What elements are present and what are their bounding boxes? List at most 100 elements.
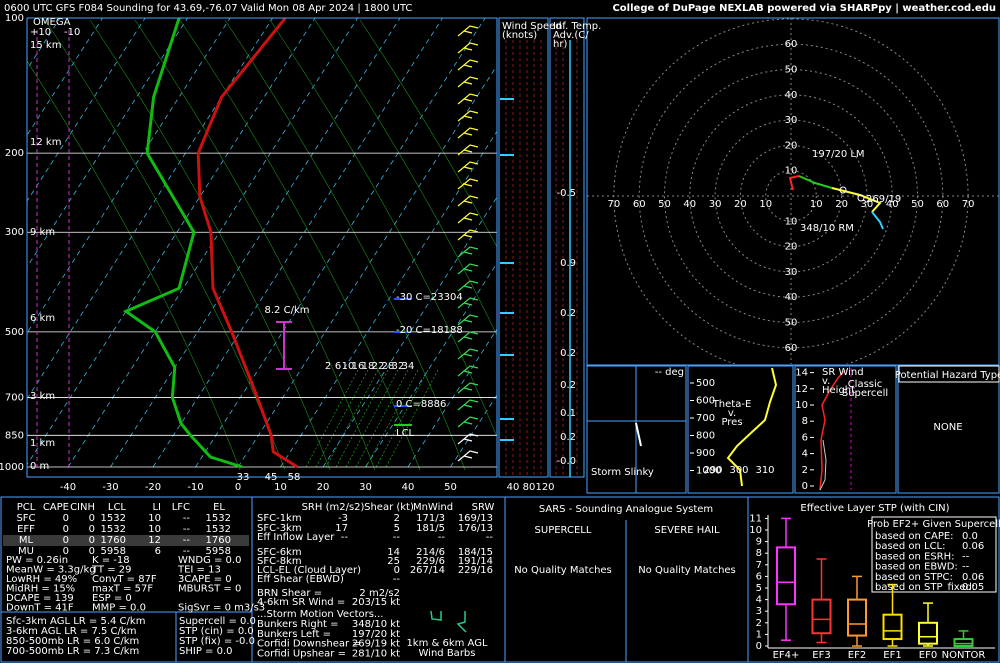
- stp-category: EF0: [919, 650, 937, 661]
- lapse-bracket: [276, 321, 292, 370]
- stp-tick-label: 6: [756, 571, 762, 582]
- sr-wind-curve-2: [819, 439, 827, 491]
- prob-label: based on STPC:: [875, 572, 953, 583]
- index: DownT = 41F: [6, 603, 74, 614]
- kin-cell: 214/6: [416, 547, 445, 558]
- adv-value: 0.2: [560, 380, 576, 391]
- pressure-label: 700: [5, 392, 24, 403]
- motion-value: 348/10 kt: [352, 619, 400, 630]
- parcel-cell: 1532: [206, 513, 231, 524]
- page-title: 0600 UTC GFS F084 Sounding for 43.69,-76…: [4, 3, 412, 14]
- sr-wind-title: SR Wind: [822, 367, 864, 378]
- theta-e-pressure: 900: [696, 448, 715, 459]
- theta-e-pressure: 1000: [696, 466, 721, 477]
- parcel-header: LFC: [172, 502, 190, 513]
- kin-cell: 14: [387, 547, 400, 558]
- stp-tick-label: 10: [749, 525, 762, 536]
- composite: Supercell = 0.0: [179, 616, 256, 627]
- prob-title: Prob EF2+ Given Supercell: [867, 519, 1000, 530]
- prob-value: 0.06: [962, 572, 984, 583]
- wind-barb: [457, 246, 479, 258]
- index: MeanW = 3.3g/kg: [6, 565, 96, 576]
- hodo-ring-label: 40: [785, 292, 798, 303]
- motion-value: 281/10 kt: [352, 648, 400, 659]
- index: MMP = 0.0: [92, 603, 146, 614]
- sr-height-label: 4: [802, 449, 808, 460]
- adv-title: Adv.(C/: [553, 30, 589, 41]
- hodograph: [587, 18, 999, 364]
- hodo-ring: [638, 43, 944, 349]
- hodo-ring-label: 40: [785, 90, 798, 101]
- temp-label: -40: [60, 482, 76, 493]
- wind-barb: [457, 195, 479, 207]
- sr-height-label: 0: [802, 481, 808, 492]
- barb-note: Wind Barbs: [419, 648, 476, 659]
- temp-label: 40: [402, 482, 415, 493]
- wind-barb: [457, 382, 479, 394]
- mixing-ratio-label: 22: [372, 361, 385, 372]
- stp-tick-label: 2: [756, 618, 762, 629]
- kin-extra-value: 2 m2/s2: [359, 588, 400, 599]
- stp-tick-label: 9: [756, 537, 762, 548]
- mixing-ratio-label: 32: [392, 361, 405, 372]
- kin-label: SFC-8km: [257, 556, 302, 567]
- parcel-header: PCL: [17, 502, 36, 513]
- pressure-label: 1000: [0, 462, 24, 473]
- sr-note: Supercell: [842, 388, 888, 399]
- adv-value: -0.5: [556, 188, 576, 199]
- dry-adiabat: [314, 19, 497, 337]
- kin-cell: 229/6: [416, 556, 445, 567]
- stp-category: EF3: [812, 650, 830, 661]
- isotherm: [110, 18, 401, 468]
- temp-label: 20: [317, 482, 330, 493]
- hodo-lm: 197/20 LM: [812, 149, 865, 160]
- adv-value: -0.0: [556, 456, 576, 467]
- hodo-rm: 348/10 RM: [800, 223, 854, 234]
- prob-value: 0.05: [962, 582, 984, 593]
- mixing-ratio-label: 28: [382, 361, 395, 372]
- theta-e-pressure: 500: [696, 378, 715, 389]
- kin-extra: BRN Shear =: [257, 588, 322, 599]
- isotherm: [67, 18, 358, 468]
- hodo-ring-label: 70: [962, 199, 975, 210]
- kin-cell: 171/3: [416, 513, 445, 524]
- credit: College of DuPage NEXLAB powered via SHA…: [612, 3, 996, 14]
- theta-e-curve: [726, 367, 778, 487]
- parcel-cell: 1760: [206, 535, 231, 546]
- kin-label: Eff Shear (EBWD): [257, 574, 344, 585]
- mixing-ratio-label: 2: [325, 361, 331, 372]
- slinky-title: Storm Slinky: [591, 467, 654, 478]
- kin-cell: 25: [387, 556, 400, 567]
- isotherm: [27, 18, 146, 202]
- wind-barb: [457, 450, 479, 462]
- motion-label: Bunkers Right =: [257, 619, 339, 630]
- dry-adiabat: [179, 19, 421, 471]
- index: 3CAPE = 0: [178, 574, 232, 585]
- wind-barb: [457, 314, 479, 326]
- hodo-ring-label: 70: [608, 199, 621, 210]
- hodo-ring-label: 20: [785, 140, 798, 151]
- parcel-header: LI: [152, 502, 161, 513]
- stp-box: [918, 621, 938, 645]
- kin-cell: --: [341, 532, 349, 543]
- level-markers: [394, 298, 412, 407]
- kin-cell: --: [438, 532, 446, 543]
- height-label: 6 km: [30, 313, 55, 324]
- slinky-axes: [587, 366, 686, 493]
- adv-value: 0.9: [560, 258, 576, 269]
- hodo-ring-label: 50: [785, 318, 798, 329]
- sars-result: No Quality Matches: [638, 565, 736, 576]
- barb-sample: [430, 610, 442, 621]
- wind-barb: [457, 212, 479, 224]
- temp-label: 10: [274, 482, 287, 493]
- kin-cell: -3: [338, 513, 348, 524]
- lapse-rate: Sfc-3km AGL LR = 5.4 C/km: [6, 616, 145, 627]
- kin-header: SRW: [472, 502, 495, 513]
- selected-row: [3, 535, 249, 546]
- composite: SHIP = 0.0: [179, 646, 233, 657]
- isotherm: [195, 18, 486, 468]
- motion-value: 197/20 kt: [352, 629, 400, 640]
- speed-title: Wind Speed: [502, 21, 562, 32]
- stp-tick-label: 11: [749, 513, 762, 524]
